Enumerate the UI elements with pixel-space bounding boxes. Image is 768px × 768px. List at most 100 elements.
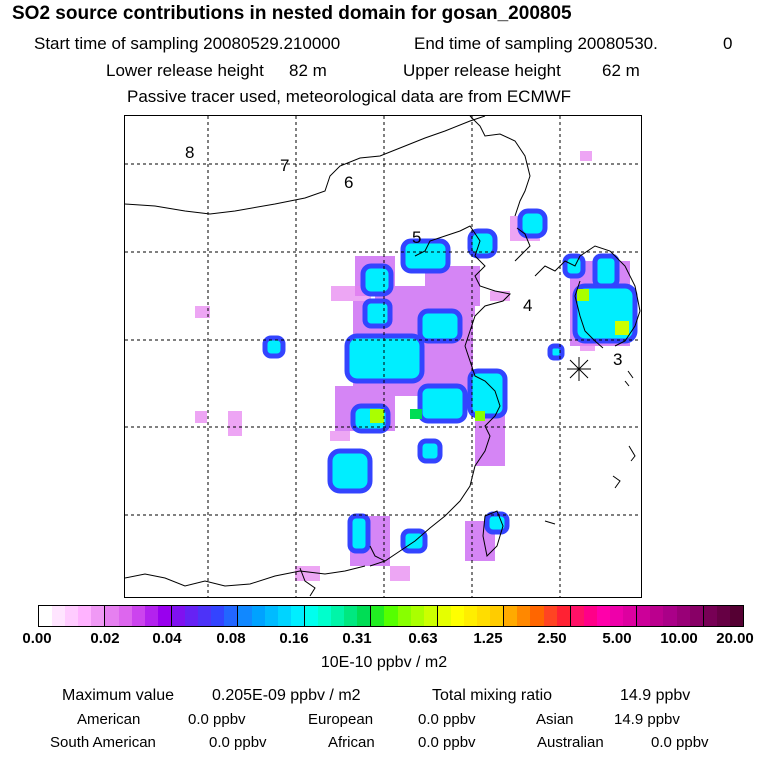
max-value: 0.205E-09 ppbv / m2 — [212, 687, 361, 704]
color-swatch — [317, 606, 332, 626]
color-swatch — [65, 606, 79, 626]
color-swatch — [517, 606, 531, 626]
end-time-label: End time of sampling 20080530. — [414, 34, 658, 53]
tick-label: 0.00 — [22, 630, 52, 647]
color-swatch — [464, 606, 478, 626]
color-swatch — [623, 606, 638, 626]
concentration-core — [262, 208, 638, 554]
region-label-7: 7 — [280, 156, 290, 175]
color-swatch — [105, 606, 119, 626]
tick-label: 1.25 — [473, 630, 503, 647]
region-name: African — [328, 734, 375, 751]
color-scale-bar — [38, 605, 744, 627]
color-swatch — [344, 606, 358, 626]
color-swatch — [78, 606, 92, 626]
color-swatch — [384, 606, 398, 626]
color-swatch — [185, 606, 199, 626]
color-swatch — [290, 606, 305, 626]
region-name: European — [308, 711, 374, 728]
concentration-peaks — [370, 289, 629, 423]
lower-height-label: Lower release height — [106, 61, 264, 80]
lat-lon-grid — [125, 116, 641, 597]
color-swatch — [52, 606, 66, 626]
color-swatch — [171, 606, 186, 626]
region-value: 14.9 ppbv — [614, 711, 680, 728]
color-swatch — [224, 606, 239, 626]
color-swatch — [477, 606, 491, 626]
color-swatch — [144, 606, 158, 626]
tick-label: 2.50 — [537, 630, 567, 647]
color-swatch — [490, 606, 505, 626]
coastlines — [125, 116, 641, 597]
color-swatch — [689, 606, 704, 626]
color-swatch — [304, 606, 318, 626]
color-swatch — [663, 606, 677, 626]
color-swatch — [357, 606, 372, 626]
tick-label: 0.08 — [216, 630, 246, 647]
tick-label: 5.00 — [602, 630, 632, 647]
region-label-6: 6 — [344, 173, 354, 192]
tick-label: 0.63 — [408, 630, 438, 647]
color-swatch — [118, 606, 132, 626]
color-swatch — [238, 606, 252, 626]
region-value: 0.0 ppbv — [418, 711, 476, 728]
color-swatch — [423, 606, 438, 626]
color-swatch — [596, 606, 611, 626]
region-name: Asian — [536, 711, 574, 728]
tick-label: 0.16 — [279, 630, 309, 647]
region-name: Australian — [537, 734, 604, 751]
region-name: American — [77, 711, 141, 728]
map-panel: 8 7 6 5 4 3 — [124, 115, 642, 598]
color-swatch — [371, 606, 385, 626]
region-value: 0.0 ppbv — [418, 734, 476, 751]
color-swatch — [570, 606, 584, 626]
region-value: 0.0 ppbv — [651, 734, 709, 751]
color-swatch — [610, 606, 624, 626]
region-name: South American — [50, 734, 156, 751]
color-swatch — [264, 606, 278, 626]
lower-height-value: 82 m — [289, 61, 327, 80]
color-swatch — [198, 606, 212, 626]
end-time-suffix: 0 — [723, 34, 733, 53]
unit-label: 10E-10 ppbv / m2 — [320, 654, 448, 671]
region-label-5: 5 — [412, 228, 422, 247]
color-swatch — [650, 606, 664, 626]
color-scale-ticks: 0.00 0.02 0.04 0.08 0.16 0.31 0.63 1.25 … — [0, 630, 768, 650]
color-swatch — [450, 606, 464, 626]
tick-label: 0.31 — [342, 630, 372, 647]
color-swatch — [91, 606, 106, 626]
color-swatch — [716, 606, 730, 626]
color-swatch — [397, 606, 411, 626]
color-swatch — [556, 606, 571, 626]
color-swatch — [583, 606, 597, 626]
color-swatch — [637, 606, 651, 626]
tick-label: 0.04 — [152, 630, 182, 647]
tick-label: 20.00 — [716, 630, 754, 647]
tick-label: 10.00 — [660, 630, 698, 647]
region-value: 0.0 ppbv — [188, 711, 246, 728]
map-canvas — [125, 116, 641, 597]
color-swatch — [331, 606, 345, 626]
color-swatch — [157, 606, 172, 626]
total-mixing-label: Total mixing ratio — [432, 687, 553, 704]
color-swatch — [251, 606, 265, 626]
color-swatch — [131, 606, 145, 626]
color-swatch — [437, 606, 451, 626]
max-value-label: Maximum value — [62, 687, 175, 704]
color-swatch — [543, 606, 557, 626]
color-swatch — [530, 606, 544, 626]
tick-label: 0.02 — [90, 630, 120, 647]
color-swatch — [676, 606, 690, 626]
color-swatch — [211, 606, 225, 626]
chart-title: SO2 source contributions in nested domai… — [12, 3, 572, 24]
color-swatch — [729, 606, 743, 626]
region-label-4: 4 — [523, 296, 533, 315]
region-label-3: 3 — [613, 350, 623, 369]
start-time-label: Start time of sampling 20080529.210000 — [34, 34, 341, 53]
region-value: 0.0 ppbv — [209, 734, 267, 751]
upper-height-value: 62 m — [602, 61, 640, 80]
color-swatch — [277, 606, 291, 626]
tracer-note: Passive tracer used, meteorological data… — [127, 87, 572, 106]
color-swatch — [410, 606, 424, 626]
upper-height-label: Upper release height — [403, 61, 561, 80]
